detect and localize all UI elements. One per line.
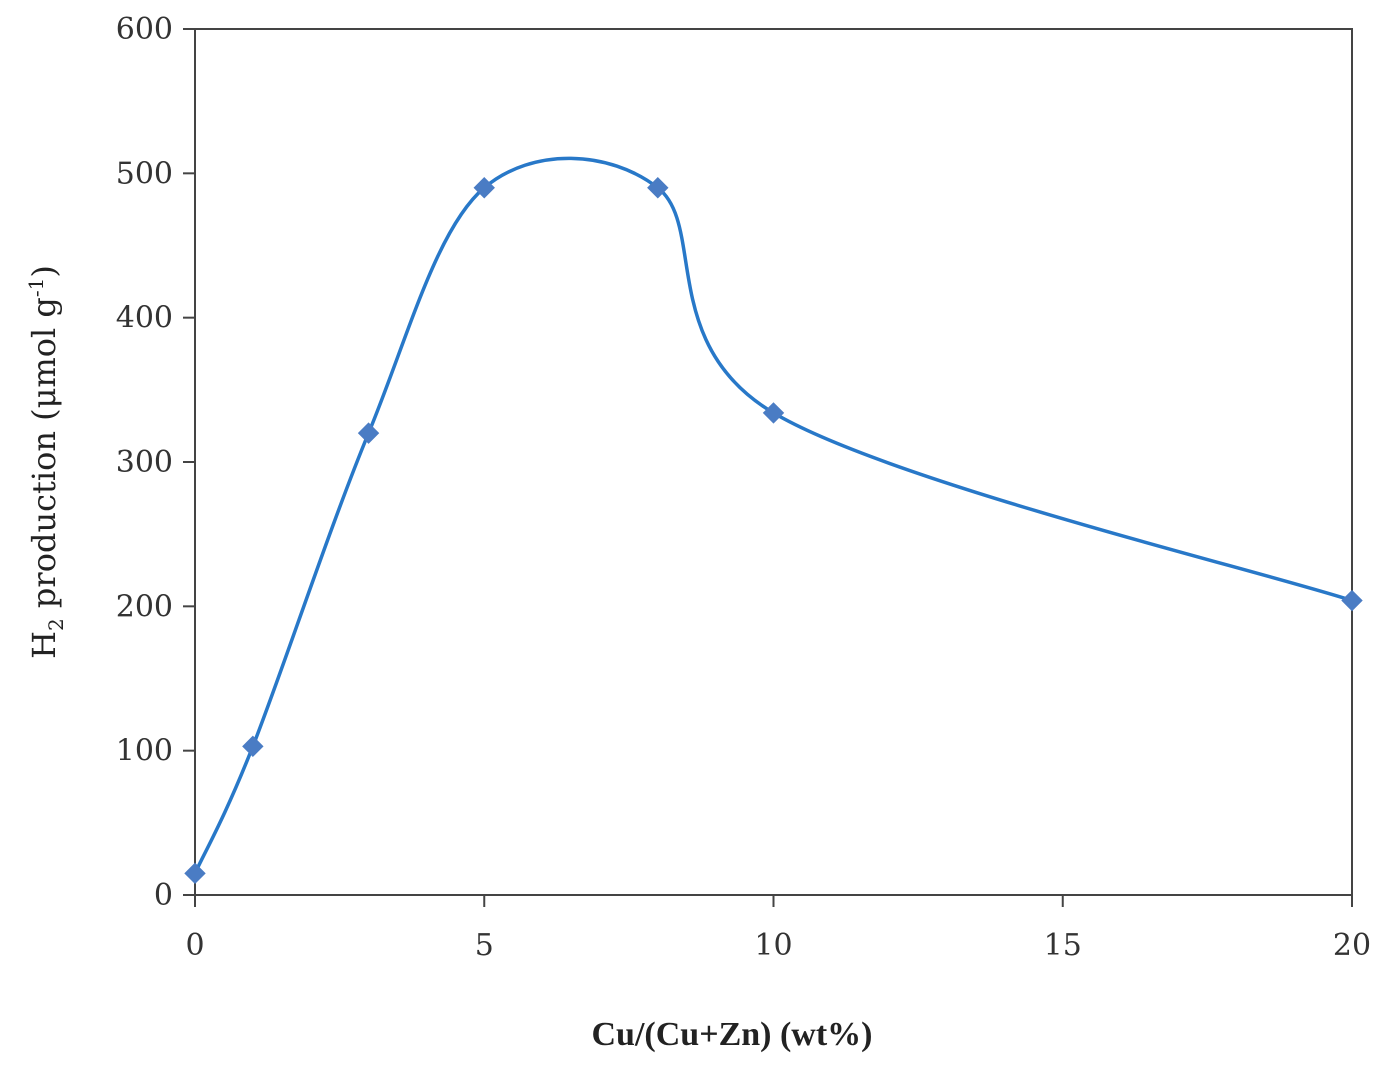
data-point [647,177,669,199]
y-tick-label: 0 [154,878,173,913]
x-tick-label: 5 [475,928,494,963]
y-axis-title: H2 production (μmol g-1) [24,265,68,659]
y-tick-label: 500 [116,156,173,191]
series-line [193,156,1353,875]
x-axis-title: Cu/(Cu+Zn) (wt%) [592,1016,873,1053]
y-axis-title-superscript: -1 [24,278,48,297]
data-point [1341,589,1363,612]
data-point [184,862,206,885]
tick-marks [183,28,1353,907]
markers-layer [184,177,1363,885]
y-axis-title-prefix: H [25,631,63,659]
y-tick-label: 200 [116,589,173,624]
y-tick-label: 600 [116,12,173,47]
x-tick-label: 10 [754,928,792,963]
x-tick-label: 15 [1044,928,1082,963]
axes [194,28,1353,896]
x-tick-label: 20 [1333,928,1371,963]
x-tick-label: 0 [185,928,204,963]
y-axis-title-main: production (μmol g [25,297,63,618]
series-layer [193,156,1353,875]
y-axis-title-suffix: ) [25,265,63,277]
y-tick-label: 100 [116,734,173,769]
y-axis-title-subscript: 2 [44,618,68,631]
data-point [762,402,785,424]
data-point [357,422,380,444]
data-point [473,177,495,199]
data-point [242,735,264,758]
y-tick-label: 300 [116,445,173,480]
tick-labels: 0 100 200 300 400 500 600 0 5 10 15 20 [116,12,1371,963]
plot-frame [194,28,1353,896]
y-tick-label: 400 [116,301,173,336]
